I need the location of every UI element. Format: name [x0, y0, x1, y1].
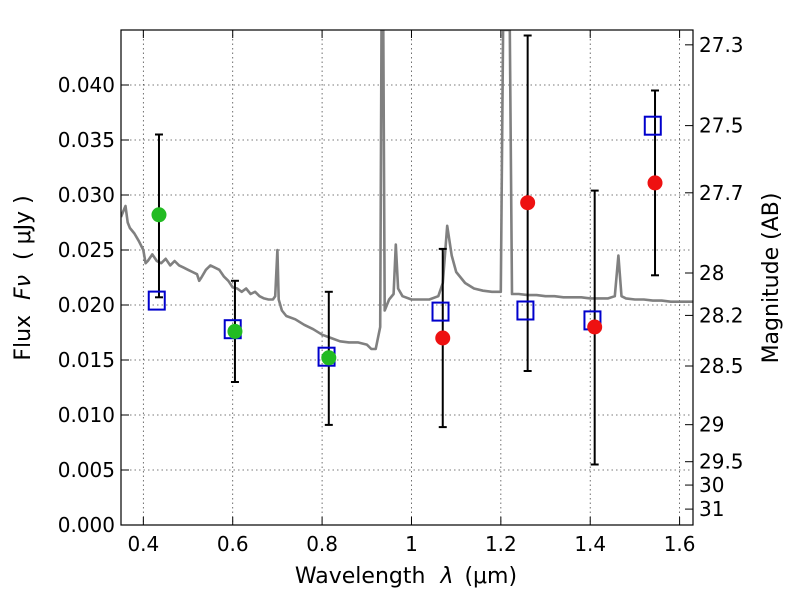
x-axis-title: Wavelength λ (μm) — [295, 564, 517, 589]
x-tick-label: 1.4 — [574, 532, 606, 556]
y-tick-label: 0.020 — [58, 293, 115, 317]
right-tick-label: 28.2 — [699, 303, 744, 327]
y-axis-label: Flux — [11, 315, 36, 361]
model-square-marker — [643, 115, 662, 136]
photometry-circle-marker — [587, 319, 603, 335]
axis-ticks: 0.4 0.6 0.8 1 1.2 1.4 1.6 0.000 0.005 0.010 0.015 0… — [58, 30, 744, 556]
x-tick-label: 0.8 — [306, 532, 338, 556]
right-tick-label: 27.5 — [699, 114, 744, 138]
y-axis-symbol: Fν — [11, 275, 36, 300]
x-tick-label: 0.4 — [127, 532, 159, 556]
y-tick-label: 0.035 — [58, 128, 115, 152]
y-tick-label: 0.010 — [58, 403, 115, 427]
right-tick-label: 29.5 — [699, 450, 744, 474]
x-tick-label: 1 — [405, 532, 418, 556]
photometry-circle-marker — [647, 175, 663, 191]
y-tick-label: 0.030 — [58, 183, 115, 207]
x-axis-label: Wavelength — [295, 564, 426, 589]
right-tick-label: 28.5 — [699, 354, 744, 378]
photometry-circle-marker — [520, 195, 536, 211]
right-tick-label: 29 — [699, 413, 724, 437]
plot-frame — [120, 29, 694, 526]
plot-area — [121, 30, 693, 466]
y-tick-label: 0.005 — [58, 458, 115, 482]
photometry-circle-marker — [151, 207, 167, 223]
plot-content — [121, 30, 693, 466]
model-square-marker — [516, 300, 535, 321]
x-axis-unit: (μm) — [464, 564, 517, 589]
right-tick-label: 31 — [699, 497, 724, 521]
x-tick-label: 1.2 — [485, 532, 517, 556]
y-axis-title: Flux Fν ( μJy ) — [11, 195, 36, 360]
model-spectrum-line — [121, 30, 693, 351]
y-axis-unit: ( μJy ) — [11, 195, 36, 260]
right-tick-label: 28 — [699, 261, 724, 285]
right-tick-label: 27.3 — [699, 33, 744, 57]
photometry-circle-marker — [227, 323, 243, 339]
right-tick-label: 27.7 — [699, 181, 744, 205]
right-axis-title: Magnitude (AB) — [759, 193, 784, 364]
model-square-marker — [431, 301, 450, 322]
x-axis-symbol: λ — [439, 564, 453, 589]
x-tick-label: 0.6 — [217, 532, 249, 556]
model-square-marker — [147, 290, 166, 311]
photometry-circle-marker — [321, 350, 337, 366]
y-tick-label: 0.015 — [58, 348, 115, 372]
y-tick-label: 0.000 — [58, 513, 115, 537]
y-tick-label: 0.040 — [58, 73, 115, 97]
x-tick-label: 1.6 — [664, 532, 696, 556]
y-tick-label: 0.025 — [58, 238, 115, 262]
photometry-circle-marker — [435, 330, 451, 346]
right-tick-label: 30 — [699, 473, 724, 497]
grid-lines — [121, 30, 693, 526]
